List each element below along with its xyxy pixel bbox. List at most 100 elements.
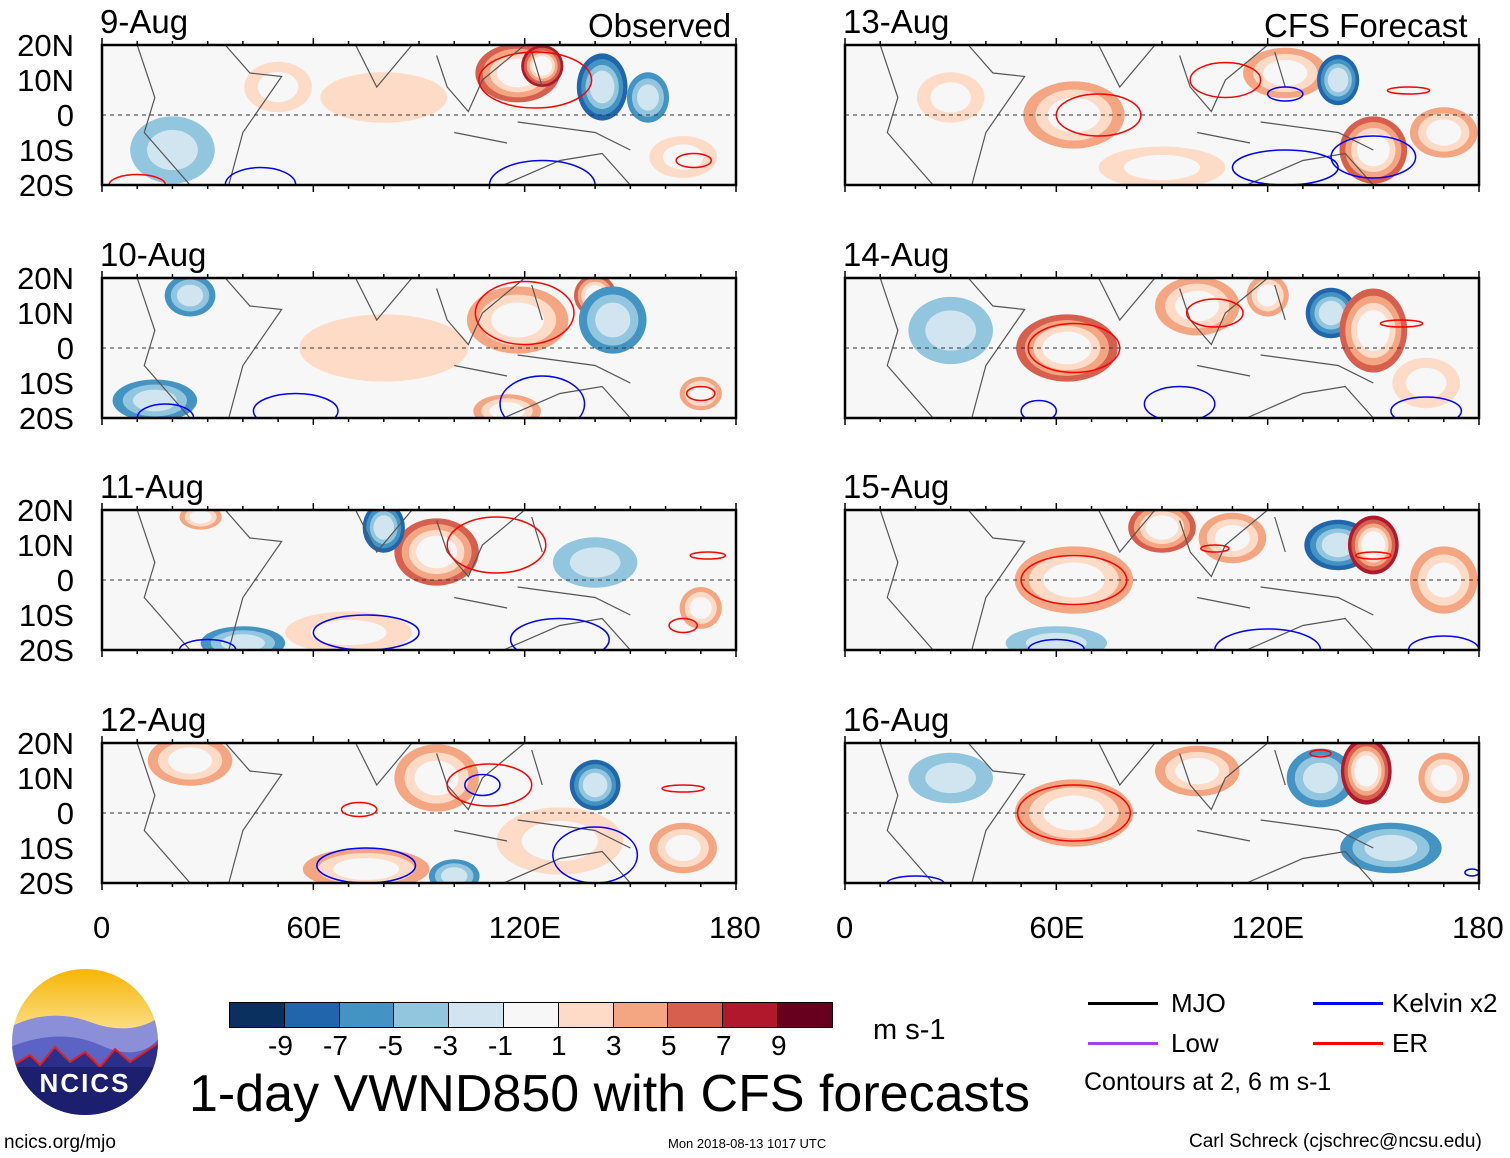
coastline (879, 743, 1374, 883)
footer-url[interactable]: ncics.org/mjo (4, 1132, 116, 1153)
colorbar-swatch (394, 1003, 450, 1027)
kelvin-contour (224, 166, 297, 185)
anomaly-mark (489, 402, 525, 418)
anomaly-mark (689, 384, 712, 403)
lat-tick-label: 10S (18, 366, 74, 401)
colorbar-tick-label: -3 (433, 1030, 458, 1061)
lat-tick-label: 20N (17, 726, 74, 761)
forecast-label: CFS Forecast (1264, 7, 1468, 44)
kelvin-contour (1266, 86, 1304, 102)
er-contour (1379, 319, 1424, 328)
anomaly-mark (925, 762, 977, 794)
map-panel (843, 736, 1481, 890)
er-contour (1027, 322, 1121, 374)
lat-tick-label: 20S (18, 401, 74, 436)
er-contour (1199, 544, 1230, 553)
er-contour (478, 51, 593, 109)
kelvin-contour (488, 159, 596, 185)
anomaly-mark (1043, 795, 1105, 831)
lon-tick-label: 0 (93, 910, 111, 945)
kelvin-contour (1020, 399, 1058, 418)
anomaly-mark (689, 597, 712, 619)
colorbar-tick-label: -7 (323, 1030, 348, 1061)
lat-tick-label: 10N (17, 63, 74, 98)
legend-line-er (1313, 1042, 1383, 1045)
panel-date-title: 14-Aug (843, 236, 950, 273)
map-panel (843, 38, 1481, 192)
kelvin-contour (1143, 385, 1216, 418)
anomaly-mark (310, 619, 387, 646)
er-contour (1185, 298, 1244, 328)
legend-line-kelvin (1313, 1002, 1383, 1005)
colorbar (229, 1002, 833, 1028)
kelvin-contour (1390, 396, 1463, 418)
lat-tick-label: 0 (56, 331, 74, 366)
anomaly-mark (1175, 757, 1220, 785)
map-panel (100, 736, 738, 890)
er-contour (446, 516, 547, 574)
coastline (136, 45, 631, 185)
anomaly-mark (1356, 310, 1390, 351)
kelvin-contour (499, 375, 586, 418)
lon-tick-label: 180 (709, 910, 761, 945)
footer-author: Carl Schreck (cjschrec@ncsu.edu) (1189, 1131, 1482, 1152)
anomaly-mark (930, 82, 971, 113)
lat-tick-label: 10N (17, 528, 74, 563)
lon-tick-label: 120E (488, 910, 562, 945)
er-contour (1055, 93, 1142, 137)
anomaly-mark (1364, 834, 1418, 862)
er-contour (340, 801, 378, 818)
colorbar-swatch (339, 1003, 395, 1027)
footer-timestamp: Mon 2018-08-13 1017 UTC (668, 1136, 827, 1151)
anomaly-mark (189, 510, 212, 524)
anomaly-mark (320, 72, 448, 123)
anomaly-mark (521, 820, 598, 862)
lon-tick-label: 0 (836, 910, 854, 945)
lat-tick-label: 20S (18, 866, 74, 901)
lon-tick-label: 60E (1029, 910, 1085, 945)
panel-date-title: 16-Aug (843, 701, 950, 738)
anomaly-mark (132, 389, 177, 412)
kelvin-contour (464, 773, 501, 797)
anomaly-mark (925, 310, 977, 351)
ncics-logo: NCICS (12, 969, 158, 1115)
kelvin-contour (1464, 868, 1479, 877)
lon-tick-label: 60E (286, 910, 342, 945)
colorbar-units: m s-1 (873, 1014, 946, 1046)
legend-label-kelvin: Kelvin x2 (1392, 988, 1498, 1018)
panel-date-title: 10-Aug (100, 236, 207, 273)
anomaly-mark (1123, 154, 1201, 181)
er-contour (474, 280, 575, 346)
anomaly-mark (1321, 532, 1355, 558)
lat-tick-label: 20N (17, 28, 74, 63)
colorbar-tick-label: -1 (488, 1030, 513, 1061)
colorbar-swatch (503, 1003, 559, 1027)
lat-tick-label: 10S (18, 598, 74, 633)
anomaly-mark (176, 284, 204, 307)
lat-tick-label: 0 (56, 563, 74, 598)
colorbar-swatch (284, 1003, 340, 1027)
anomaly-mark (665, 834, 701, 862)
anomaly-mark (1318, 300, 1344, 326)
kelvin-contour (178, 638, 237, 650)
coastline (879, 278, 1374, 418)
anomaly-mark (662, 144, 704, 170)
anomaly-mark (1430, 764, 1457, 792)
er-contour (108, 173, 167, 185)
lon-tick-label: 120E (1231, 910, 1305, 945)
lat-tick-label: 0 (56, 796, 74, 831)
lat-tick-label: 20N (17, 261, 74, 296)
panel-date-title: 13-Aug (843, 3, 950, 40)
colorbar-tick-label: -9 (268, 1030, 293, 1061)
anomaly-mark (147, 129, 198, 171)
anomaly-mark (333, 858, 400, 880)
kelvin-contour (1027, 638, 1086, 650)
map-panel (100, 503, 738, 657)
anomaly-mark (1405, 367, 1447, 399)
anomaly-mark (441, 867, 468, 883)
lat-tick-label: 20N (17, 493, 74, 528)
coastline (136, 510, 631, 650)
anomaly-mark (1426, 119, 1462, 146)
er-contour (689, 551, 727, 560)
legend-line-mjo (1088, 1002, 1158, 1005)
